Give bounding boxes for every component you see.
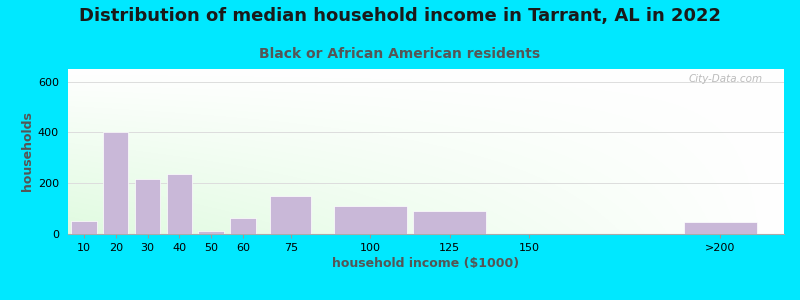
X-axis label: household income ($1000): household income ($1000)	[333, 257, 519, 270]
Bar	[270, 196, 311, 234]
Bar	[414, 211, 486, 234]
Bar	[334, 206, 407, 234]
Bar	[71, 221, 97, 234]
Text: City-Data.com: City-Data.com	[688, 74, 762, 84]
Bar	[198, 232, 224, 234]
Y-axis label: households: households	[21, 112, 34, 191]
Text: Black or African American residents: Black or African American residents	[259, 46, 541, 61]
Bar	[684, 222, 757, 234]
Bar	[166, 174, 192, 234]
Bar	[135, 179, 160, 234]
Text: Distribution of median household income in Tarrant, AL in 2022: Distribution of median household income …	[79, 8, 721, 26]
Bar	[103, 133, 129, 234]
Bar	[230, 218, 256, 234]
